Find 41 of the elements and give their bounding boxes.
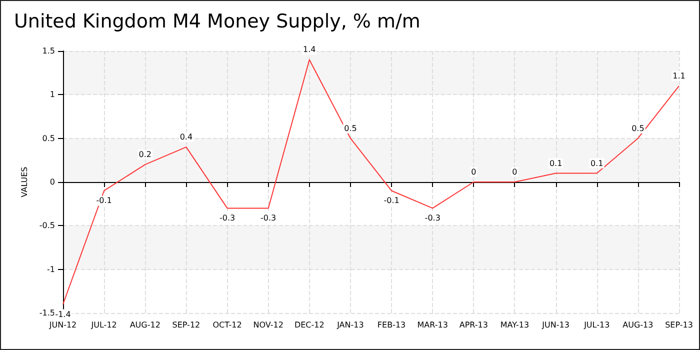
data-label: 0.4 xyxy=(180,132,193,142)
x-tick-label: APR-13 xyxy=(459,320,488,330)
y-axis-title: VALUES xyxy=(20,166,29,198)
data-label: 0 xyxy=(512,168,518,176)
data-label: 0.2 xyxy=(138,150,152,160)
x-tick-label: MAY-13 xyxy=(500,320,530,330)
data-label: 0.1 xyxy=(590,158,604,168)
x-tick-label: SEP-12 xyxy=(172,320,200,330)
y-tick-label: -0.5 xyxy=(39,221,55,230)
x-tick-label: JUN-12 xyxy=(48,320,77,330)
y-tick-label: 1.5 xyxy=(42,46,55,56)
data-label: 0.5 xyxy=(344,124,357,133)
x-tick-label: JAN-13 xyxy=(336,320,364,330)
x-tick-label: AUG-12 xyxy=(130,320,160,330)
data-label: 1.4 xyxy=(303,45,316,54)
y-tick-label: 0 xyxy=(50,178,55,186)
chart-title: United Kingdom M4 Money Supply, % m/m xyxy=(14,10,420,32)
x-tick-label: SEP-13 xyxy=(665,320,693,330)
data-label: -0.1 xyxy=(384,196,400,206)
y-tick-label: -1.5 xyxy=(39,308,55,318)
x-tick-label: OCT-12 xyxy=(212,320,242,330)
data-label: -0.3 xyxy=(260,214,276,223)
data-label: 1.1 xyxy=(672,71,686,80)
data-label: -0.1 xyxy=(96,196,112,206)
y-tick-label: 0.5 xyxy=(42,134,55,143)
data-label: 0.5 xyxy=(632,124,644,133)
x-tick-label: DEC-12 xyxy=(294,320,324,330)
x-tick-label: FEB-13 xyxy=(377,320,406,330)
data-label: -0.3 xyxy=(219,214,236,223)
data-label: 0 xyxy=(471,168,476,176)
data-label: -0.3 xyxy=(424,214,440,223)
y-tick-label: -1 xyxy=(47,264,55,274)
x-tick-label: JUL-12 xyxy=(90,320,117,330)
y-tick-label: 1 xyxy=(50,90,55,100)
x-tick-label: JUN-13 xyxy=(541,320,570,330)
x-tick-label: AUG-13 xyxy=(622,320,654,330)
x-tick-label: NOV-12 xyxy=(253,320,284,330)
data-label: -1.4 xyxy=(55,310,71,319)
data-label: 0.1 xyxy=(549,158,562,168)
x-tick-label: JUL-13 xyxy=(583,320,610,330)
x-tick-label: MAR-13 xyxy=(417,320,448,330)
